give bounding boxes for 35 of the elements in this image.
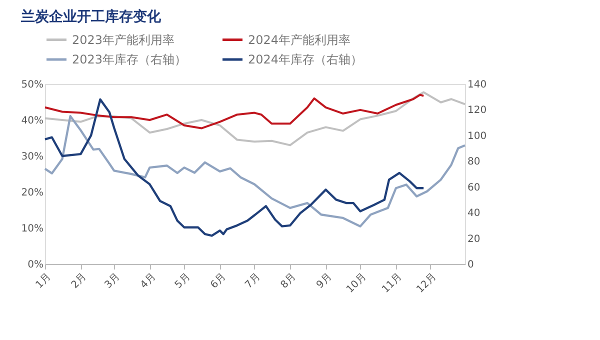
line-series [44, 91, 466, 146]
x-tick-label: 10月 [344, 272, 369, 296]
legend-label: 2024年库存（右轴） [248, 52, 363, 66]
y-tick-label: 0% [28, 260, 44, 270]
x-tick-label: 4月 [138, 272, 158, 291]
legend-label: 2023年产能利用率 [72, 32, 175, 47]
chart-title: 兰炭企业开工库存变化 [20, 8, 162, 25]
y-tick-label: 30% [21, 152, 44, 162]
y-tick-label: 10% [21, 224, 44, 234]
x-tick-label: 8月 [279, 272, 298, 291]
x-tick-label: 6月 [208, 272, 228, 291]
y2-tick-label: 140 [468, 80, 487, 90]
y-tick-label: 50% [21, 80, 44, 90]
x-tick-label: 11月 [380, 272, 404, 296]
x-tick-label: 7月 [243, 272, 263, 291]
y2-tick-label: 120 [468, 105, 487, 116]
y2-tick-label: 20 [468, 234, 480, 245]
y2-tick-label: 80 [468, 156, 480, 168]
x-tick-label: 2月 [70, 272, 89, 291]
y2-tick-label: 0 [468, 260, 474, 270]
x-tick-label: 3月 [102, 272, 122, 291]
x-tick-label: 5月 [173, 272, 193, 291]
x-tick-label: 12月 [414, 272, 439, 296]
line-series [44, 115, 466, 228]
y-tick-label: 40% [21, 116, 44, 126]
y-tick-label: 20% [21, 188, 44, 198]
x-tick-label: 9月 [314, 272, 334, 291]
legend-label: 2023年库存（右轴） [72, 52, 187, 66]
line-series [44, 98, 425, 237]
y2-tick-label: 40 [468, 208, 480, 220]
legend-label: 2024年产能利用率 [248, 32, 351, 47]
x-tick-label: 1月 [34, 272, 54, 291]
y2-tick-label: 60 [468, 182, 480, 194]
y2-tick-label: 100 [468, 130, 487, 142]
line-series [44, 94, 425, 130]
